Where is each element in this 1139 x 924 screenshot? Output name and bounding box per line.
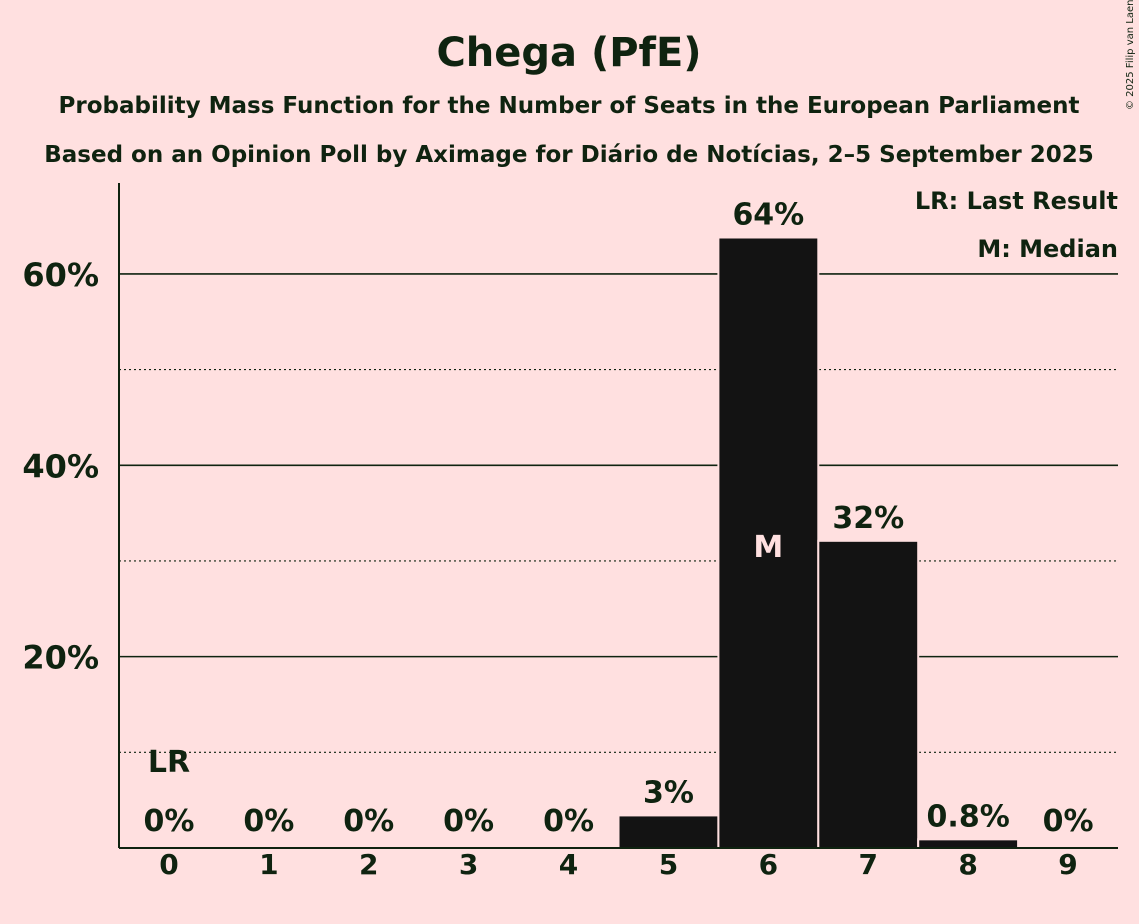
- last-result-marker: LR: [148, 745, 190, 780]
- bar: [719, 238, 818, 848]
- x-tick-label: 1: [259, 848, 278, 881]
- chart-subtitle-2: Based on an Opinion Poll by Aximage for …: [44, 142, 1094, 168]
- x-tick-label: 4: [559, 848, 578, 881]
- axis-layer: 20% 40% 60% 0 1 2 3 4 5 6 7 8 9: [22, 183, 1118, 881]
- x-tick-label: 0: [159, 848, 178, 881]
- x-tick-label: 5: [659, 848, 678, 881]
- data-label: 3%: [643, 775, 694, 810]
- bar: [619, 816, 718, 848]
- x-tick-label: 3: [459, 848, 478, 881]
- data-label: 0%: [143, 804, 194, 839]
- bar: [919, 840, 1018, 848]
- data-label: 64%: [732, 197, 804, 232]
- x-tick-label: 2: [359, 848, 378, 881]
- bar: [819, 541, 918, 848]
- data-label: 32%: [832, 501, 904, 536]
- data-label: 0.8%: [927, 799, 1010, 834]
- data-label: 0%: [243, 804, 294, 839]
- x-tick-label: 9: [1058, 848, 1077, 881]
- y-tick-label: 40%: [22, 447, 99, 485]
- data-label: 0%: [1043, 804, 1094, 839]
- data-label: 0%: [443, 804, 494, 839]
- label-layer: 0% 0% 0% 0% 0% 3% 64% 32% 0.8% 0% LR M: [143, 197, 1093, 839]
- grid-layer: [119, 273, 1118, 753]
- median-marker: M: [753, 530, 783, 565]
- x-tick-label: 6: [759, 848, 778, 881]
- bar-layer: [617, 236, 1020, 848]
- y-tick-label: 60%: [22, 256, 99, 294]
- x-tick-label: 7: [859, 848, 878, 881]
- data-label: 0%: [343, 804, 394, 839]
- legend-median: M: Median: [977, 235, 1118, 263]
- legend-last-result: LR: Last Result: [915, 187, 1118, 215]
- copyright-notice: © 2025 Filip van Laenen: [1125, 0, 1136, 110]
- data-label: 0%: [543, 804, 594, 839]
- x-tick-label: 8: [958, 848, 977, 881]
- chart-subtitle: Probability Mass Function for the Number…: [59, 93, 1080, 119]
- chart-title: Chega (PfE): [436, 30, 701, 76]
- y-tick-label: 20%: [22, 639, 99, 677]
